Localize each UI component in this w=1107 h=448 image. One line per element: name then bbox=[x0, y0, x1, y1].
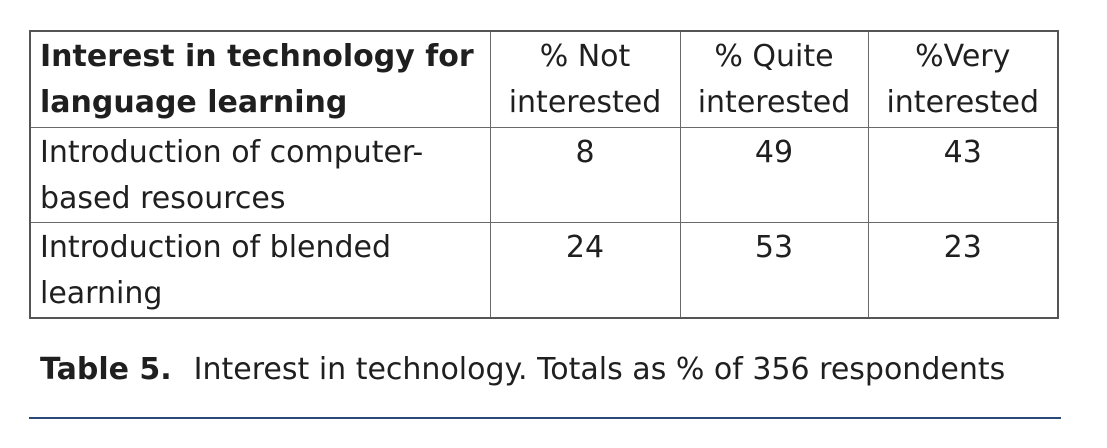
bottom-rule-divider bbox=[29, 417, 1061, 419]
table-row: Introduction of computer-based resources… bbox=[29, 127, 1059, 223]
cell-not-interested: 8 bbox=[489, 127, 681, 223]
caption-label: Table 5. bbox=[40, 352, 172, 387]
interest-table: Interest in technology for language lear… bbox=[29, 30, 1059, 319]
data-table-container: Interest in technology for language lear… bbox=[29, 30, 1059, 319]
cell-quite-interested: 53 bbox=[679, 222, 869, 319]
header-very-interested: %Very interested bbox=[867, 30, 1059, 128]
header-quite-interested: % Quite interested bbox=[679, 30, 869, 128]
table-header-row: Interest in technology for language lear… bbox=[29, 30, 1059, 128]
row-label: Introduction of blended learning bbox=[29, 222, 491, 319]
cell-not-interested: 24 bbox=[489, 222, 681, 319]
header-interest-topic: Interest in technology for language lear… bbox=[29, 30, 491, 128]
cell-very-interested: 43 bbox=[867, 127, 1059, 223]
cell-quite-interested: 49 bbox=[679, 127, 869, 223]
table-row: Introduction of blended learning 24 53 2… bbox=[29, 222, 1059, 319]
cell-very-interested: 23 bbox=[867, 222, 1059, 319]
row-label: Introduction of computer-based resources bbox=[29, 127, 491, 223]
caption-text: Interest in technology. Totals as % of 3… bbox=[193, 352, 1006, 387]
table-caption: Table 5. Interest in technology. Totals a… bbox=[40, 350, 1005, 390]
header-not-interested: % Not interested bbox=[489, 30, 681, 128]
